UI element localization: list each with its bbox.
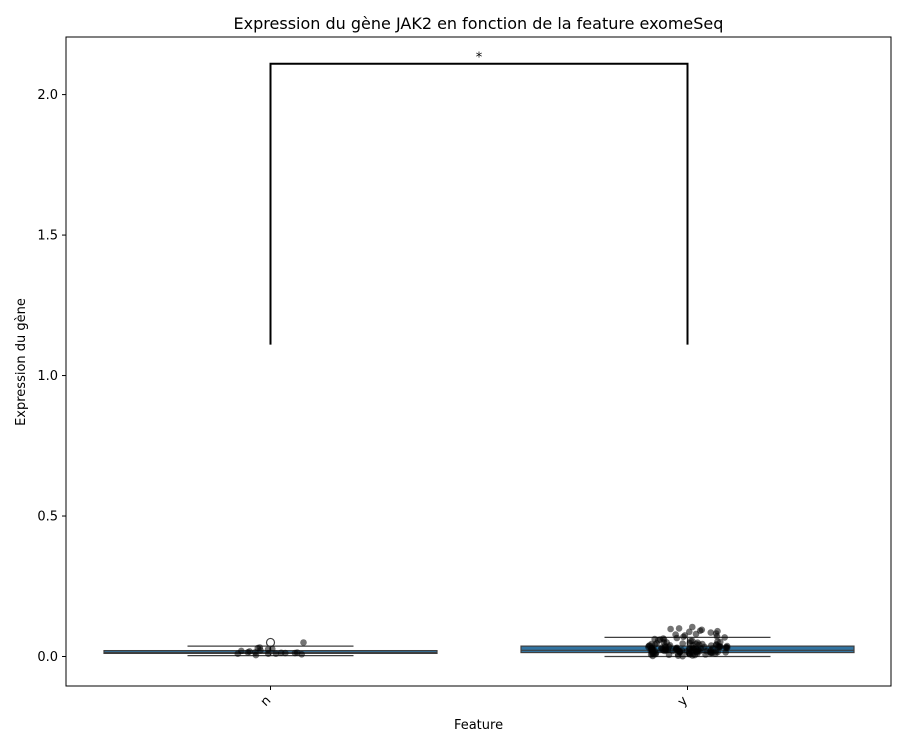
point-n-16 xyxy=(252,651,260,659)
point-y-115 xyxy=(686,645,693,653)
point-y-6 xyxy=(686,628,693,636)
significance-label: * xyxy=(476,51,483,66)
point-y-9 xyxy=(692,630,700,638)
y-tick-label-2: 1.0 xyxy=(37,369,58,384)
point-n-17 xyxy=(269,645,276,653)
point-y-124 xyxy=(715,643,723,651)
point-y-119 xyxy=(658,645,665,653)
point-y-12 xyxy=(713,633,721,640)
point-y-112 xyxy=(649,649,657,657)
chart-title: Expression du gène JAK2 en fonction de l… xyxy=(234,14,724,33)
point-y-96 xyxy=(665,651,673,659)
point-n-15 xyxy=(234,650,242,657)
point-y-2 xyxy=(667,625,674,633)
x-axis-label: Feature xyxy=(454,718,503,733)
point-y-13 xyxy=(680,633,687,641)
point-y-113 xyxy=(651,641,659,648)
point-y-116 xyxy=(707,647,714,654)
point-y-1 xyxy=(675,625,683,632)
point-y-98 xyxy=(689,652,696,659)
point-n-8 xyxy=(265,650,272,657)
point-y-89 xyxy=(712,650,719,657)
point-n-18 xyxy=(277,649,285,657)
point-y-15 xyxy=(673,634,681,642)
y-tick-label-4: 2.0 xyxy=(37,88,58,103)
point-y-123 xyxy=(697,645,705,652)
point-y-108 xyxy=(660,636,668,643)
point-y-7 xyxy=(707,629,715,636)
axes-frame xyxy=(65,36,892,687)
point-y-28 xyxy=(679,640,686,647)
plot-area: * xyxy=(103,51,855,660)
point-n-1 xyxy=(272,650,280,657)
points-n xyxy=(234,639,307,659)
point-y-125 xyxy=(646,642,653,649)
y-tick-label-0: 0.0 xyxy=(37,650,58,665)
y-axis-label: Expression du gène xyxy=(14,298,29,426)
point-y-0 xyxy=(689,623,696,631)
point-n-14 xyxy=(300,639,307,646)
point-y-14 xyxy=(721,634,728,641)
point-n-11 xyxy=(244,649,252,656)
points-y xyxy=(645,623,731,660)
significance-bracket xyxy=(269,62,689,345)
point-y-78 xyxy=(722,649,729,656)
y-tick-label-3: 1.5 xyxy=(37,229,58,244)
point-y-106 xyxy=(692,640,700,648)
y-tick-label-1: 0.5 xyxy=(37,510,58,525)
point-n-10 xyxy=(257,647,264,654)
point-y-121 xyxy=(676,647,684,655)
point-y-95 xyxy=(702,651,709,658)
point-n-13 xyxy=(293,649,301,656)
